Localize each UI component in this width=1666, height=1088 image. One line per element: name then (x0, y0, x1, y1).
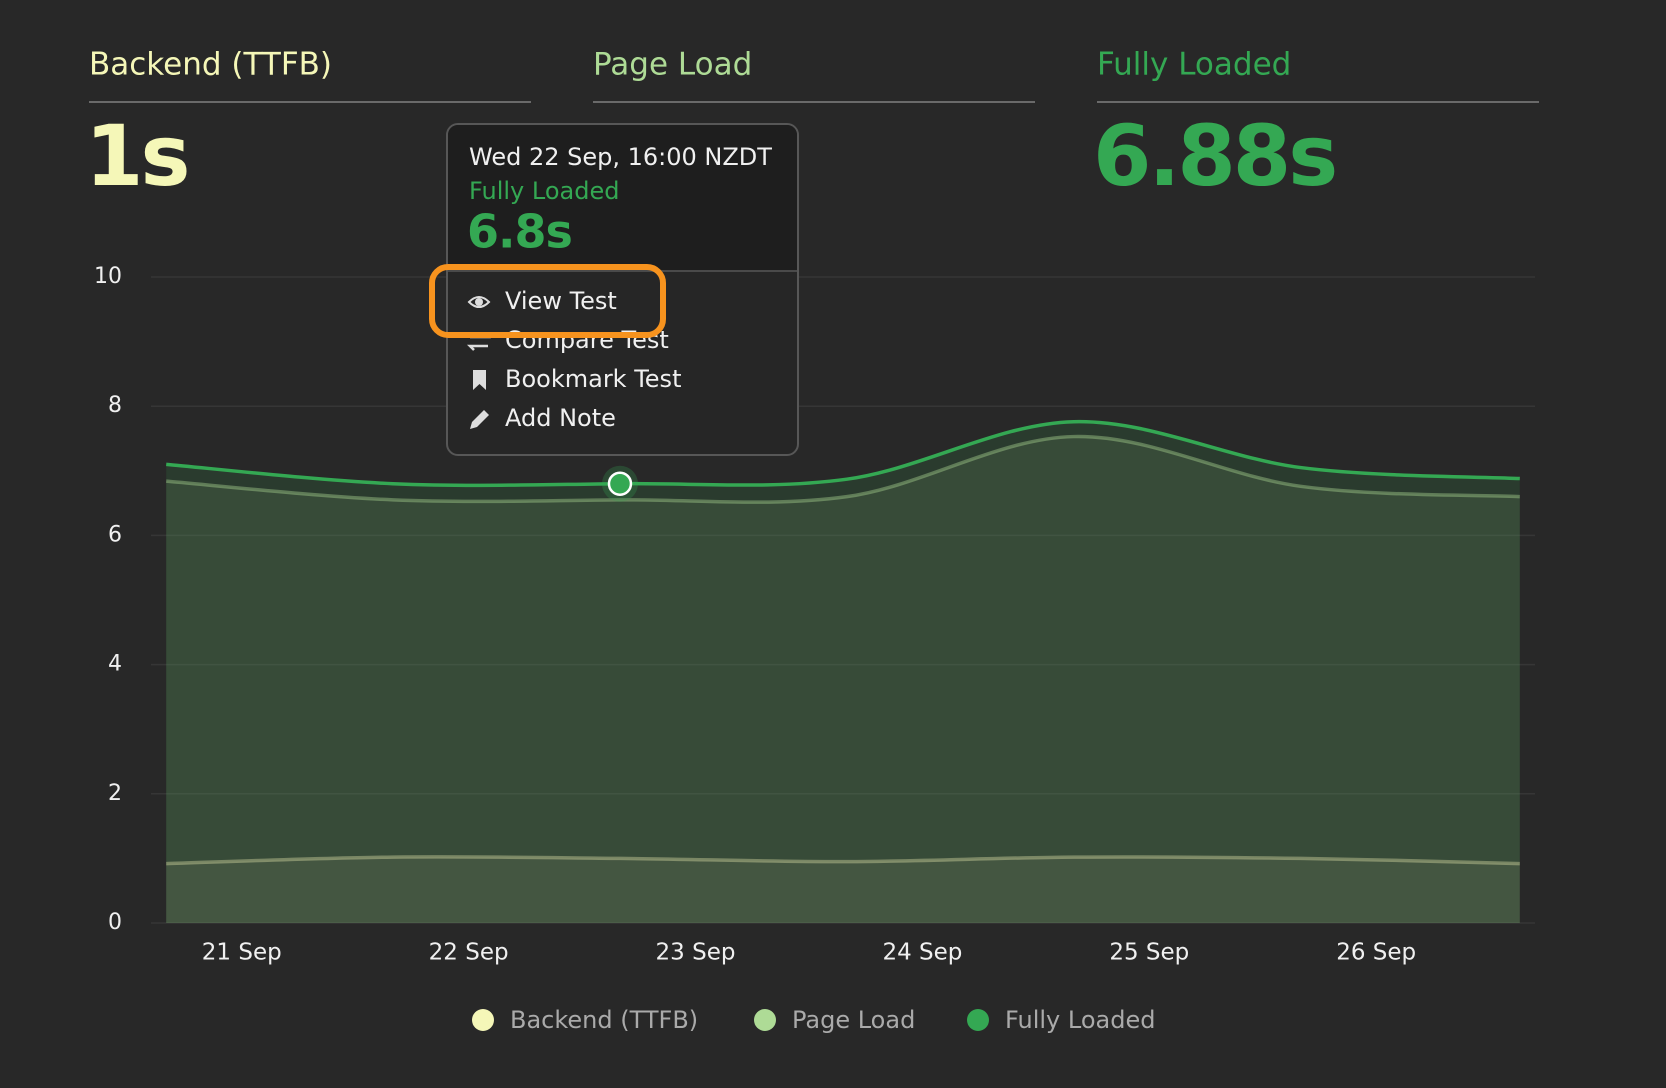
line (166, 855, 1520, 866)
icon-shape (475, 298, 483, 306)
tooltip-header-bg (448, 125, 797, 270)
line (166, 434, 1520, 504)
icon-shape (473, 370, 486, 390)
legend-marker[interactable] (967, 1009, 989, 1031)
menu-item[interactable]: Bookmark Test (473, 365, 681, 393)
y-tick-label: 0 (108, 910, 122, 935)
icon-shape (467, 296, 491, 308)
legend-marker[interactable] (472, 1009, 494, 1031)
menu-label[interactable]: Compare Test (505, 326, 669, 354)
x-tick-label: 23 Sep (656, 940, 736, 966)
metric-value: 6.88s (1093, 107, 1335, 205)
menu-item[interactable]: View Test (467, 287, 617, 315)
tooltip-value: 6.8s (467, 205, 572, 259)
icon-shape (470, 410, 489, 429)
menu-label[interactable]: Add Note (505, 404, 616, 432)
legend-label[interactable]: Backend (TTFB) (510, 1006, 698, 1034)
legend-marker[interactable] (754, 1009, 776, 1031)
area (166, 421, 1520, 923)
menu-label[interactable]: View Test (505, 287, 617, 315)
metric-label: Fully Loaded (1097, 47, 1291, 83)
y-tick-label: 8 (108, 393, 122, 418)
menu-icon (473, 370, 486, 390)
y-tick-label: 10 (94, 264, 122, 289)
y-tick-label: 6 (108, 522, 122, 547)
x-tick-label: 24 Sep (882, 940, 962, 966)
legend-label[interactable]: Fully Loaded (1005, 1006, 1155, 1034)
hover-point (607, 471, 633, 496)
y-tick-label: 2 (108, 781, 122, 806)
legend-label[interactable]: Page Load (792, 1006, 915, 1034)
line (166, 419, 1520, 488)
menu-item[interactable]: Add Note (470, 404, 616, 432)
highlight-box (429, 264, 666, 338)
area (166, 436, 1520, 923)
menu-label[interactable]: Bookmark Test (505, 365, 681, 393)
metric-label: Backend (TTFB) (89, 47, 332, 83)
x-tick-label: 26 Sep (1336, 940, 1416, 966)
metric-label: Page Load (593, 47, 752, 83)
tooltip-date: Wed 22 Sep, 16:00 NZDT (469, 143, 772, 171)
y-tick-label: 4 (108, 652, 122, 677)
x-tick-label: 25 Sep (1109, 940, 1189, 966)
x-tick-label: 21 Sep (202, 940, 282, 966)
menu-icon (467, 296, 491, 308)
tooltip-series: Fully Loaded (469, 177, 619, 205)
menu-icon (470, 410, 489, 429)
x-tick-label: 22 Sep (429, 940, 509, 966)
metric-value: 1s (85, 107, 187, 205)
area (166, 856, 1520, 923)
